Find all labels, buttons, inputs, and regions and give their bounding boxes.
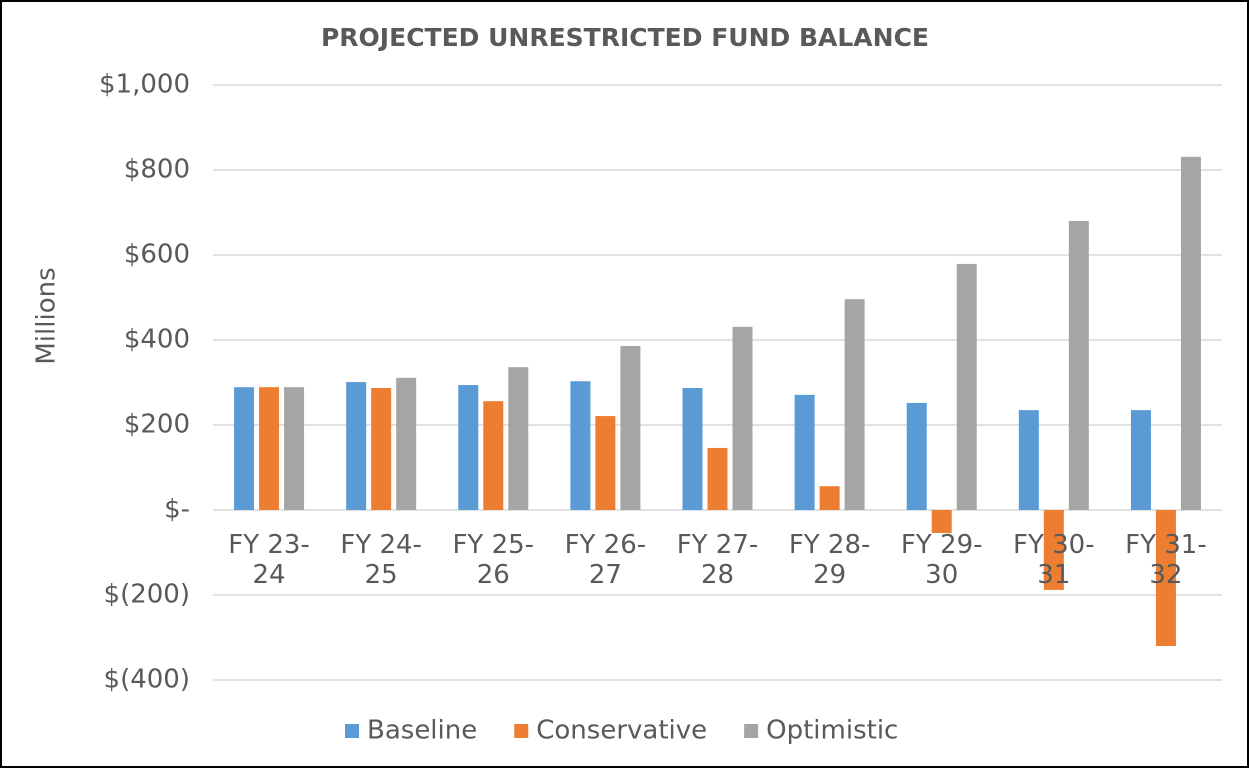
bar	[483, 401, 504, 510]
bar	[284, 387, 305, 510]
bar	[259, 387, 280, 510]
x-tick-label: FY 23-24	[228, 530, 310, 590]
bar	[570, 381, 591, 510]
bar	[458, 385, 479, 510]
bar	[682, 388, 703, 510]
bar	[1180, 156, 1201, 510]
bar	[956, 263, 977, 510]
bar	[234, 387, 255, 510]
bar	[707, 447, 728, 510]
legend-swatch	[744, 724, 759, 738]
bar	[396, 377, 417, 510]
y-tick-label: $(200)	[104, 580, 190, 610]
x-tick-label: FY 27-28	[676, 530, 759, 590]
legend-label: Conservative	[536, 716, 707, 746]
bar	[1068, 221, 1089, 510]
legend-label: Optimistic	[766, 716, 898, 746]
y-tick-label: $1,000	[99, 70, 190, 100]
y-tick-label: $(400)	[104, 665, 190, 695]
bar	[819, 486, 840, 510]
bar	[732, 326, 753, 510]
bar	[906, 402, 927, 510]
y-tick-label: $600	[124, 240, 190, 270]
bar	[1018, 410, 1039, 510]
x-tick-label: FY 26-27	[564, 530, 647, 590]
x-tick-label: FY 31-32	[1125, 530, 1207, 590]
x-tick-label: FY 25-26	[452, 530, 535, 590]
x-tick-label: FY 30-31	[1013, 530, 1095, 590]
y-tick-label: $200	[124, 410, 190, 440]
bar	[371, 388, 392, 510]
bar	[1130, 410, 1151, 510]
bar	[1155, 510, 1176, 646]
y-tick-label: $800	[124, 155, 190, 185]
bar	[844, 299, 865, 510]
legend-swatch	[514, 724, 529, 738]
bar	[794, 394, 815, 510]
bar	[931, 510, 952, 533]
bar	[620, 345, 641, 510]
y-axis-label: Millions	[32, 267, 62, 364]
bar	[508, 367, 529, 510]
x-tick-label: FY 29-30	[900, 530, 983, 590]
bar	[346, 382, 367, 510]
x-tick-label: FY 28-29	[788, 530, 871, 590]
y-tick-label: $-	[164, 495, 190, 525]
legend-label: Baseline	[367, 716, 477, 746]
chart-title: PROJECTED UNRESTRICTED FUND BALANCE	[321, 23, 929, 52]
x-tick-label: FY 24-25	[340, 530, 422, 590]
legend-swatch	[345, 724, 359, 738]
bar	[595, 416, 616, 510]
bar	[1043, 510, 1064, 590]
y-tick-label: $400	[124, 325, 190, 355]
